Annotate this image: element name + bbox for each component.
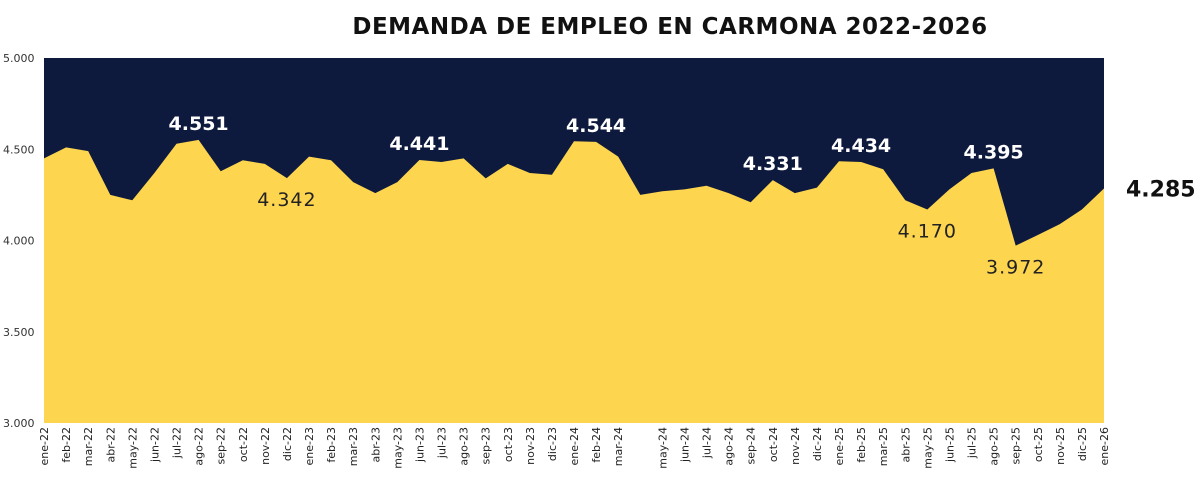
x-tick-label: jun-25 — [943, 427, 956, 463]
x-tick-label: dic-23 — [546, 427, 559, 461]
x-tick-label: ene-23 — [303, 427, 316, 465]
data-label: 4.434 — [831, 135, 891, 157]
x-tick-label: ene-24 — [568, 427, 581, 465]
x-tick-label: ago-25 — [988, 427, 1001, 466]
x-tick-label: abr-22 — [104, 427, 117, 463]
x-tick-label: sep-22 — [215, 427, 228, 464]
data-label: 4.395 — [964, 141, 1024, 163]
x-tick-label: mar-22 — [82, 427, 95, 466]
data-label: 4.342 — [257, 189, 316, 211]
x-tick-label: jul-25 — [966, 427, 979, 459]
data-label: 4.551 — [169, 113, 229, 135]
x-tick-label: mar-25 — [877, 427, 890, 466]
y-tick-label: 3.000 — [3, 417, 35, 430]
demand-area-series — [44, 139, 1104, 423]
data-label: 4.544 — [566, 115, 626, 137]
y-tick-label: 4.500 — [3, 143, 35, 156]
x-tick-label: jul-24 — [701, 427, 714, 459]
x-axis: ene-22 feb-22 mar-22 abr-22 may-22 jun-22 jul-… — [38, 427, 1111, 469]
x-tick-label: dic-24 — [811, 427, 824, 461]
data-label: 4.170 — [898, 221, 957, 243]
x-tick-label: sep-23 — [480, 427, 493, 464]
x-tick-label: jul-22 — [171, 427, 184, 459]
x-tick-label: nov-24 — [789, 427, 802, 465]
x-tick-label: oct-23 — [502, 427, 515, 462]
x-tick-label: ago-22 — [193, 427, 206, 466]
x-tick-label: oct-22 — [237, 427, 250, 462]
x-tick-label: dic-25 — [1076, 427, 1089, 461]
y-axis: 3.000 3.500 4.000 4.500 5.000 — [3, 52, 35, 430]
chart-title: DEMANDA DE EMPLEO EN CARMONA 2022-2026 — [352, 14, 988, 40]
x-tick-label: nov-25 — [1054, 427, 1067, 465]
data-label: 4.331 — [743, 153, 803, 175]
x-tick-label: nov-22 — [259, 427, 272, 465]
x-tick-label: jun-23 — [413, 427, 426, 463]
x-tick-label: oct-25 — [1032, 427, 1045, 462]
x-tick-label: dic-22 — [281, 427, 294, 461]
data-label: 4.441 — [389, 133, 449, 155]
x-tick-label: feb-22 — [60, 427, 73, 463]
x-tick-label: nov-23 — [524, 427, 537, 465]
x-tick-label: ago-23 — [458, 427, 471, 466]
x-tick-label: may-22 — [126, 427, 139, 469]
x-tick-label: ene-25 — [833, 427, 846, 465]
x-tick-label: sep-25 — [1010, 427, 1023, 464]
x-tick-label: abr-25 — [899, 427, 912, 463]
x-tick-label: abr-23 — [369, 427, 382, 463]
x-tick-label: jul-23 — [436, 427, 449, 459]
x-tick-label: jun-24 — [678, 427, 691, 463]
x-tick-label: ene-26 — [1098, 427, 1111, 465]
x-tick-label: feb-23 — [325, 427, 338, 463]
y-tick-label: 3.500 — [3, 326, 35, 339]
data-label: 3.972 — [986, 257, 1045, 279]
x-tick-label: may-23 — [391, 427, 404, 469]
x-tick-label: mar-23 — [347, 427, 360, 466]
x-tick-label: jun-22 — [148, 427, 161, 463]
data-label: 4.285 — [1126, 178, 1196, 203]
x-tick-label: oct-24 — [767, 427, 780, 462]
y-tick-label: 5.000 — [3, 52, 35, 65]
x-tick-label: mar-24 — [612, 427, 625, 466]
data-labels: 4.551 4.342 4.441 4.544 4.331 4.434 4.170 4.395… — [169, 113, 1196, 279]
x-tick-label: ene-22 — [38, 427, 51, 465]
x-tick-label: sep-24 — [745, 427, 758, 464]
x-tick-label: may-24 — [656, 427, 669, 469]
x-tick-label: feb-24 — [590, 427, 603, 463]
x-tick-label: may-25 — [921, 427, 934, 469]
x-tick-label: feb-25 — [855, 427, 868, 463]
y-tick-label: 4.000 — [3, 235, 35, 248]
x-tick-label: ago-24 — [723, 427, 736, 466]
